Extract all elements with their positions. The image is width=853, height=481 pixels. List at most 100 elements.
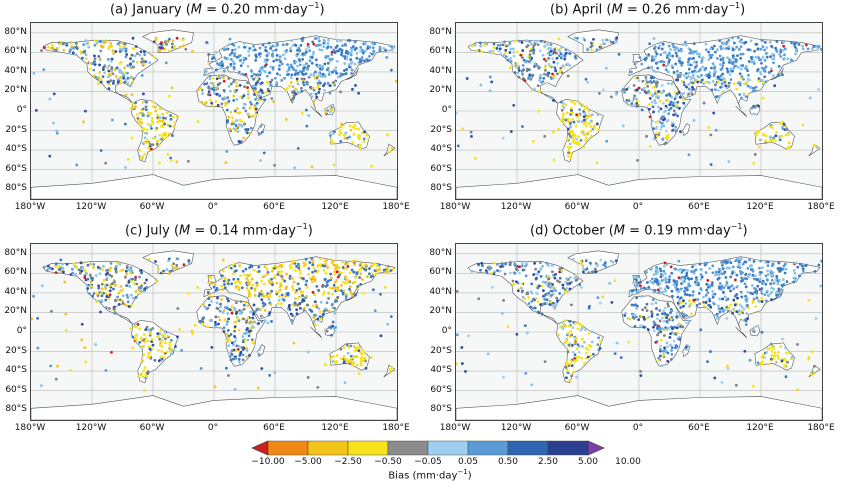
- station-dot: [558, 276, 562, 280]
- station-dot: [56, 364, 59, 368]
- station-dot: [161, 46, 164, 50]
- station-dot: [280, 277, 284, 280]
- station-dot: [705, 288, 709, 292]
- station-dot: [719, 78, 723, 82]
- station-dot: [698, 302, 702, 306]
- station-dot: [146, 356, 150, 359]
- station-dot: [718, 39, 722, 43]
- station-dot: [371, 288, 375, 292]
- station-dot: [664, 289, 668, 293]
- station-dot: [191, 332, 195, 336]
- station-dot: [749, 39, 753, 43]
- station-dot: [657, 331, 661, 335]
- station-dot: [162, 334, 166, 337]
- station-dot: [341, 44, 345, 48]
- station-dot: [666, 53, 670, 57]
- station-dot: [169, 352, 173, 356]
- station-dot: [790, 356, 794, 359]
- station-dot: [751, 273, 755, 277]
- station-dot: [584, 346, 588, 350]
- station-dot: [707, 58, 711, 61]
- lat-tick-label: 0°: [16, 105, 27, 115]
- station-dot: [293, 166, 297, 170]
- station-dot: [303, 306, 307, 310]
- station-dot: [322, 45, 326, 49]
- station-dot: [101, 75, 105, 79]
- station-dot: [250, 114, 254, 118]
- station-dot: [570, 333, 574, 337]
- station-dot: [750, 284, 754, 287]
- station-dot: [696, 80, 700, 84]
- station-dot: [272, 59, 276, 63]
- station-dot: [752, 277, 756, 281]
- station-dot: [275, 290, 278, 294]
- station-dot: [295, 79, 299, 83]
- station-dot: [647, 66, 650, 70]
- station-dot: [354, 346, 358, 350]
- station-dot: [752, 62, 756, 65]
- station-dot: [621, 88, 625, 92]
- station-dot: [550, 270, 554, 274]
- station-dot: [583, 111, 587, 115]
- station-dot: [141, 114, 145, 117]
- station-dot: [608, 281, 612, 285]
- station-dot: [664, 280, 668, 284]
- station-dot: [656, 90, 660, 94]
- station-dot: [753, 105, 757, 109]
- station-dot: [561, 283, 565, 287]
- station-dot: [108, 269, 112, 272]
- station-dot: [297, 46, 301, 50]
- station-dot: [589, 45, 593, 49]
- station-dot: [708, 70, 712, 74]
- station-dot: [661, 327, 665, 331]
- station-dot: [464, 370, 467, 373]
- station-dot: [567, 371, 570, 375]
- station-dot: [590, 340, 594, 344]
- station-dot: [596, 343, 600, 347]
- station-dot: [232, 62, 236, 66]
- station-dot: [676, 78, 680, 82]
- station-dot: [227, 299, 230, 303]
- station-dot: [385, 56, 389, 59]
- station-dot: [496, 269, 499, 272]
- station-dot: [358, 58, 362, 61]
- station-dot: [750, 106, 754, 110]
- station-dot: [728, 73, 732, 76]
- station-dot: [387, 44, 391, 48]
- station-dot: [668, 336, 672, 339]
- station-dot: [780, 125, 784, 129]
- station-dot: [549, 300, 553, 304]
- station-dot: [710, 53, 714, 57]
- station-dot: [159, 328, 163, 332]
- station-dot: [769, 282, 773, 286]
- station-dot: [322, 268, 326, 272]
- station-dot: [267, 279, 271, 283]
- station-dot: [769, 67, 773, 71]
- station-dot: [247, 115, 251, 119]
- station-dot: [539, 274, 543, 278]
- station-dot: [583, 340, 586, 344]
- station-dot: [233, 109, 237, 113]
- station-dot: [766, 272, 770, 276]
- station-dot: [735, 273, 739, 277]
- station-dot: [678, 95, 682, 99]
- station-dot: [245, 355, 249, 359]
- lon-tick-label: 120°E: [746, 202, 774, 212]
- station-dot: [680, 287, 683, 291]
- station-dot: [136, 116, 140, 120]
- lat-tick-label: 20°N: [429, 306, 452, 317]
- station-dot: [794, 49, 798, 52]
- station-dot: [247, 274, 250, 278]
- station-dot: [676, 295, 680, 299]
- station-dot: [290, 277, 294, 280]
- colorbar-segment: [507, 440, 549, 456]
- station-dot: [780, 283, 784, 287]
- station-dot: [124, 55, 128, 59]
- station-dot: [171, 134, 174, 137]
- station-dot: [333, 280, 337, 284]
- station-dot: [625, 98, 629, 102]
- station-dot: [215, 301, 219, 305]
- station-dot: [285, 69, 289, 73]
- station-dot: [682, 91, 686, 95]
- station-dot: [760, 291, 764, 295]
